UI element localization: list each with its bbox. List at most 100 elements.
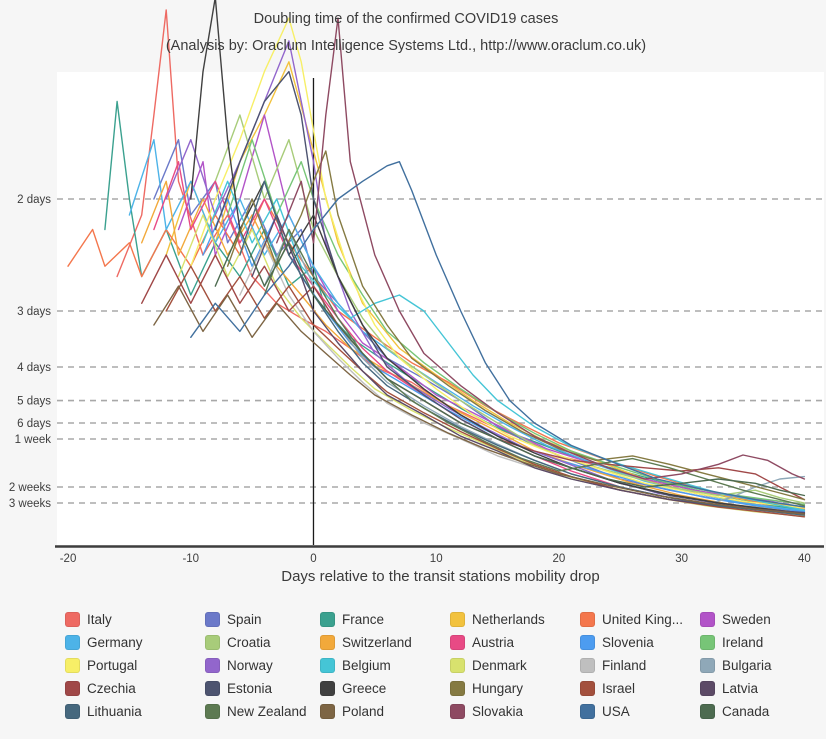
legend-item-new-zealand[interactable]: New Zealand (205, 704, 320, 719)
legend-item-ireland[interactable]: Ireland (700, 635, 826, 650)
legend-label: Canada (722, 704, 770, 719)
series-line-sweden (177, 114, 806, 506)
legend-swatch-icon (450, 704, 465, 719)
legend-item-austria[interactable]: Austria (450, 635, 580, 650)
legend-swatch-icon (700, 704, 715, 719)
x-tick-label--10: -10 (182, 553, 199, 565)
y-tick-label-1-week: 1 week (15, 434, 52, 446)
legend-label: Germany (87, 635, 143, 650)
legend-item-bulgaria[interactable]: Bulgaria (700, 658, 826, 673)
legend-swatch-icon (450, 635, 465, 650)
y-tick-label-5-days: 5 days (17, 396, 51, 408)
legend-label: United King... (602, 612, 684, 627)
legend-item-usa[interactable]: USA (580, 704, 700, 719)
x-tick-label-20: 20 (553, 553, 566, 565)
legend-label: Czechia (87, 681, 136, 696)
legend-item-denmark[interactable]: Denmark (450, 658, 580, 673)
series-line-estonia (214, 70, 806, 514)
legend-item-lithuania[interactable]: Lithuania (65, 704, 205, 719)
legend-item-croatia[interactable]: Croatia (205, 635, 320, 650)
series-line-greece (190, 0, 806, 514)
legend-swatch-icon (205, 612, 220, 627)
legend-item-israel[interactable]: Israel (580, 681, 700, 696)
legend-item-switzerland[interactable]: Switzerland (320, 635, 450, 650)
legend-label: Hungary (472, 681, 524, 696)
legend-swatch-icon (450, 681, 465, 696)
legend-item-slovakia[interactable]: Slovakia (450, 704, 580, 719)
chart-subtitle: (Analysis by: Oraclum Intelligence Syste… (165, 38, 647, 54)
legend-swatch-icon (320, 704, 335, 719)
x-tick-label-30: 30 (675, 553, 688, 565)
legend-swatch-icon (700, 681, 715, 696)
x-axis-title: Days relative to the transit stations mo… (281, 568, 600, 585)
legend-swatch-icon (205, 681, 220, 696)
legend-swatch-icon (580, 612, 595, 627)
legend-swatch-icon (65, 681, 80, 696)
legend-item-norway[interactable]: Norway (205, 658, 320, 673)
legend-label: Netherlands (472, 612, 545, 627)
legend-swatch-icon (580, 635, 595, 650)
legend-item-portugal[interactable]: Portugal (65, 658, 205, 673)
legend-item-poland[interactable]: Poland (320, 704, 450, 719)
legend-swatch-icon (65, 635, 80, 650)
legend-label: Latvia (722, 681, 759, 696)
legend-label: Belgium (342, 658, 391, 673)
plot-area (57, 72, 824, 545)
legend-swatch-icon (700, 635, 715, 650)
legend-label: Lithuania (87, 704, 142, 719)
legend-label: Ireland (722, 635, 764, 650)
legend-item-united-king-[interactable]: United King... (580, 612, 700, 627)
legend-item-italy[interactable]: Italy (65, 612, 205, 627)
y-tick-label-2-days: 2 days (17, 194, 51, 206)
legend-item-estonia[interactable]: Estonia (205, 681, 320, 696)
legend-item-netherlands[interactable]: Netherlands (450, 612, 580, 627)
chart-title: Doubling time of the confirmed COVID19 c… (253, 11, 559, 27)
legend-label: Switzerland (342, 635, 412, 650)
legend-swatch-icon (450, 658, 465, 673)
legend-label: Slovakia (472, 704, 524, 719)
legend-swatch-icon (65, 658, 80, 673)
y-tick-label-3-weeks: 3 weeks (9, 498, 51, 510)
series-line-ireland (226, 138, 806, 506)
legend-label: Portugal (87, 658, 138, 673)
legend-swatch-icon (65, 704, 80, 719)
legend-item-germany[interactable]: Germany (65, 635, 205, 650)
series-line-poland (153, 285, 806, 515)
legend-label: Greece (342, 681, 387, 696)
y-tick-label-6-days: 6 days (17, 418, 51, 430)
x-tick-label--20: -20 (60, 553, 77, 565)
legend-item-france[interactable]: France (320, 612, 450, 627)
legend-label: Norway (227, 658, 273, 673)
x-tick-label-10: 10 (430, 553, 443, 565)
legend-item-latvia[interactable]: Latvia (700, 681, 826, 696)
legend-label: Estonia (227, 681, 273, 696)
legend-item-hungary[interactable]: Hungary (450, 681, 580, 696)
legend-label: Poland (342, 704, 385, 719)
x-tick-label-0: 0 (310, 553, 316, 565)
legend-label: Croatia (227, 635, 271, 650)
legend-label: USA (602, 704, 630, 719)
legend-item-finland[interactable]: Finland (580, 658, 700, 673)
legend-item-czechia[interactable]: Czechia (65, 681, 205, 696)
legend-item-spain[interactable]: Spain (205, 612, 320, 627)
legend-swatch-icon (320, 681, 335, 696)
series-line-usa (190, 160, 806, 508)
legend-swatch-icon (205, 658, 220, 673)
y-tick-label-2-weeks: 2 weeks (9, 482, 51, 494)
series-line-canada (214, 228, 806, 497)
legend-swatch-icon (320, 635, 335, 650)
legend-label: France (342, 612, 385, 627)
legend-label: Spain (227, 612, 262, 627)
legend-item-canada[interactable]: Canada (700, 704, 826, 719)
legend-item-belgium[interactable]: Belgium (320, 658, 450, 673)
legend-swatch-icon (65, 612, 80, 627)
legend-item-slovenia[interactable]: Slovenia (580, 635, 700, 650)
legend-label: Sweden (722, 612, 771, 627)
legend-item-greece[interactable]: Greece (320, 681, 450, 696)
legend-swatch-icon (320, 658, 335, 673)
series-line-portugal (190, 17, 806, 509)
legend-swatch-icon (320, 612, 335, 627)
legend-swatch-icon (580, 681, 595, 696)
legend-item-sweden[interactable]: Sweden (700, 612, 826, 627)
legend-label: Israel (602, 681, 636, 696)
